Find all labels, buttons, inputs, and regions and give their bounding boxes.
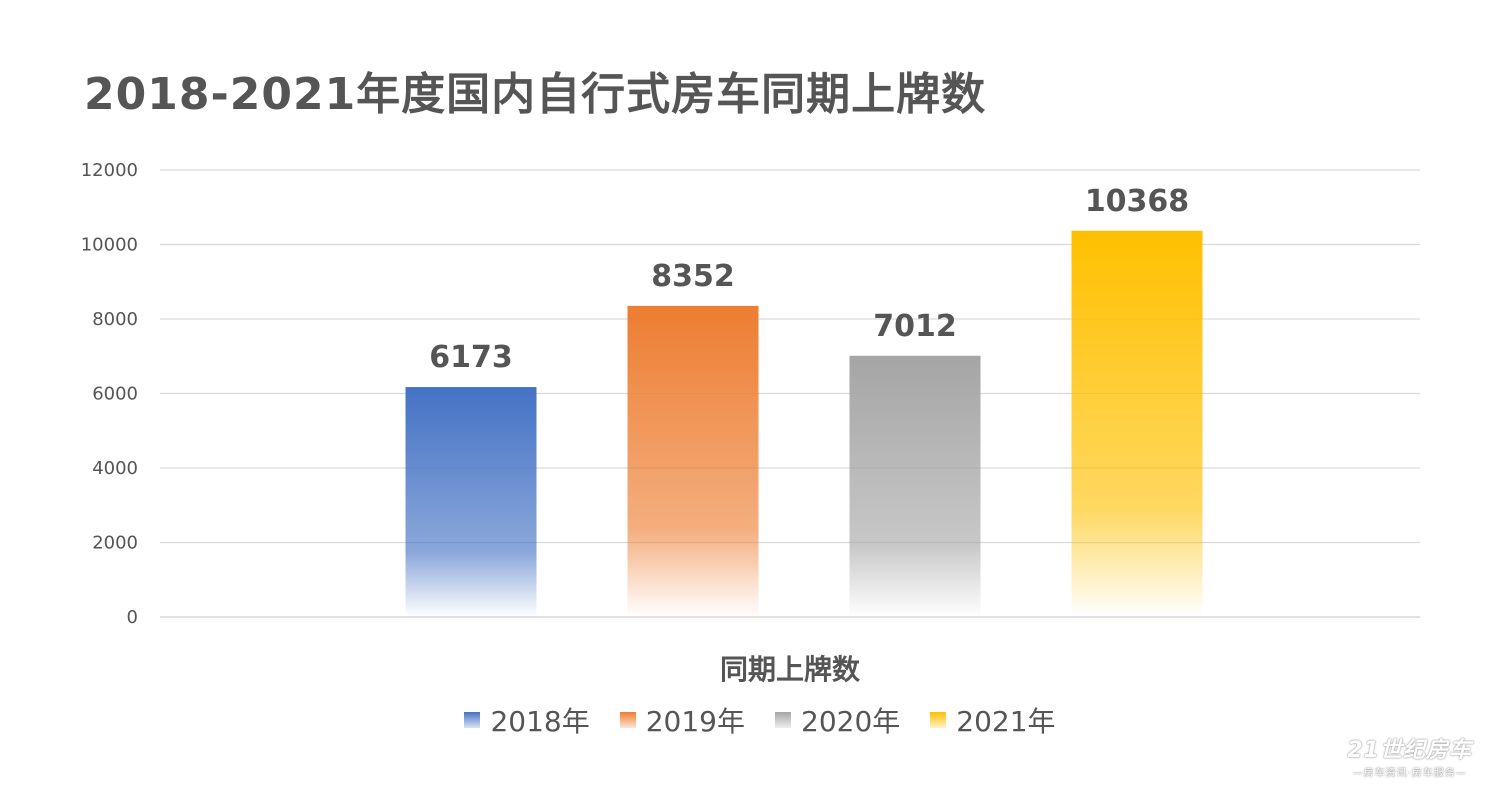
watermark-sub: —房车资讯·房车服务— [1352,768,1467,779]
bars [405,230,1203,618]
y-tick-label: 10000 [81,235,138,256]
legend: 2018年 2019年 2020年 2021年 [0,700,1500,740]
bar-2020年 [849,355,981,617]
legend-label: 2019年 [645,705,745,738]
bar-2018年 [405,387,537,617]
y-tick-label: 8000 [92,309,138,330]
legend-item: 2018年 [464,700,590,740]
x-axis-label: 同期上牌数 [719,653,860,686]
data-label: 6173 [429,340,513,375]
watermark-main: 21世纪房车 [1347,738,1472,763]
legend-label: 2021年 [956,705,1056,738]
data-label: 8352 [651,259,735,294]
y-tick-label: 4000 [92,458,138,479]
legend-label: 2018年 [490,705,590,738]
chart-title: 2018-2021年度国内自行式房车同期上牌数 [84,69,987,120]
y-axis-ticks: 0 2000 4000 6000 8000 10000 12000 [81,160,138,628]
legend-swatch [619,712,636,728]
data-label: 7012 [873,309,957,344]
legend-swatch [775,712,791,728]
legend-label: 2020年 [801,705,901,738]
legend-swatch [930,712,947,728]
y-tick-label: 2000 [92,533,138,554]
legend-item: 2020年 [775,700,900,740]
data-label: 10368 [1085,184,1189,219]
data-labels: 6173 8352 7012 10368 [429,184,1189,375]
y-tick-label: 0 [127,607,138,628]
y-tick-label: 12000 [81,160,138,181]
bar-2021年 [1071,230,1203,618]
legend-swatch [464,712,481,728]
legend-item: 2021年 [930,700,1056,740]
legend-item: 2019年 [619,700,745,740]
watermark-logo: 21世纪房车 —房车资讯·房车服务— [1347,732,1472,779]
y-tick-label: 6000 [92,384,138,405]
bar-2019年 [627,305,759,617]
gridlines [160,169,1420,618]
